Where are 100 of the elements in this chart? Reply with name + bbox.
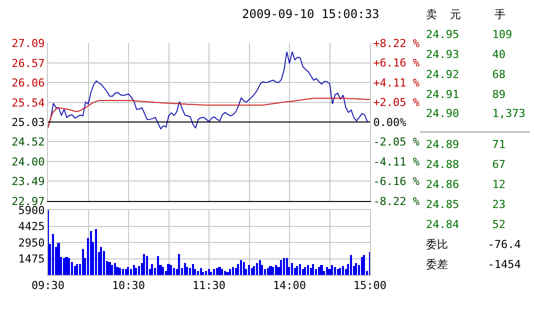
bar xyxy=(127,267,129,275)
bar xyxy=(135,268,137,275)
bar xyxy=(125,269,127,275)
y-tick-label: 24.00 xyxy=(12,155,45,168)
bar xyxy=(202,272,204,275)
y2-tick-label: -6.16 % xyxy=(373,175,420,188)
bar xyxy=(71,262,73,275)
y-tick-label: 25.54 xyxy=(12,96,46,110)
bar xyxy=(76,264,78,275)
y2-tick-label: +8.22 % xyxy=(373,36,420,50)
bar xyxy=(310,268,312,275)
y2-tick-label: +4.11 % xyxy=(373,76,420,90)
x-tick-label: 11:30 xyxy=(192,279,226,292)
bar xyxy=(216,268,218,275)
bar xyxy=(283,258,285,275)
y2-tick-label: -2.05 % xyxy=(373,136,420,149)
bar xyxy=(138,266,140,275)
text: 24.86 12 xyxy=(426,178,506,191)
bar xyxy=(248,265,250,275)
y-tick-label: 25.03 xyxy=(12,116,45,129)
bar xyxy=(133,265,135,275)
bar xyxy=(259,260,261,275)
text: 24.91 89 xyxy=(426,88,506,101)
x-tick-label: 10:30 xyxy=(112,279,146,292)
bar xyxy=(350,255,352,275)
bar xyxy=(119,268,121,275)
bar xyxy=(318,267,320,275)
bar xyxy=(103,251,105,275)
bar xyxy=(57,243,60,275)
bar xyxy=(243,262,245,275)
bar xyxy=(184,263,186,275)
bar xyxy=(232,267,234,275)
bar xyxy=(197,271,199,275)
text: 委差 -1454 xyxy=(426,258,522,271)
bar xyxy=(82,249,84,275)
bar xyxy=(208,269,210,275)
bar xyxy=(95,229,97,275)
bar xyxy=(331,265,333,275)
bar xyxy=(130,269,132,275)
bar xyxy=(100,247,102,275)
line-series xyxy=(48,51,370,130)
text: 24.90 1,373 xyxy=(426,107,526,120)
bar xyxy=(229,269,231,275)
y-tick-label: 4425 xyxy=(18,220,45,234)
bar xyxy=(178,254,180,275)
y-tick-label: 26.57 xyxy=(12,56,45,70)
bar xyxy=(280,260,282,275)
bar xyxy=(200,268,202,275)
bar xyxy=(272,267,274,275)
line-series xyxy=(48,98,370,128)
bar xyxy=(235,268,237,275)
bar xyxy=(173,268,175,275)
bar xyxy=(192,264,194,275)
bar xyxy=(251,268,253,275)
bar xyxy=(213,269,215,275)
bar xyxy=(224,271,226,275)
bar xyxy=(296,266,298,275)
y2-tick-label: +2.05 % xyxy=(373,96,420,110)
y-tick-label: 27.09 xyxy=(12,36,45,50)
bar xyxy=(122,269,124,275)
bar xyxy=(286,258,288,275)
text: 24.88 67 xyxy=(426,158,506,171)
bar xyxy=(111,265,113,275)
y2-tick-label: +6.16 % xyxy=(373,56,420,70)
bar xyxy=(267,268,269,275)
bar xyxy=(157,256,159,275)
text: 24.84 52 xyxy=(426,218,506,231)
bar xyxy=(240,260,242,275)
text: 卖 元 手 xyxy=(426,8,506,21)
bar xyxy=(326,267,328,275)
bar xyxy=(361,257,363,275)
bar xyxy=(170,265,172,275)
text: 24.92 68 xyxy=(426,68,506,81)
bar xyxy=(151,264,153,275)
bar xyxy=(186,267,188,275)
bar xyxy=(275,265,277,275)
bar xyxy=(363,255,365,275)
bar xyxy=(116,267,119,275)
bar xyxy=(146,256,148,275)
chart-title: 2009-09-10 15:00:33 xyxy=(242,7,380,21)
bar xyxy=(253,266,255,275)
bar xyxy=(307,265,309,275)
bar xyxy=(74,266,76,275)
x-tick-label: 09:30 xyxy=(31,279,65,292)
bar xyxy=(52,234,54,275)
text: 24.93 40 xyxy=(426,48,506,61)
bar xyxy=(68,258,70,275)
y-tick-label: 1475 xyxy=(18,252,45,266)
x-tick-label: 15:00 xyxy=(353,279,387,292)
y-tick-label: 23.49 xyxy=(12,174,45,188)
x-tick-label: 14:00 xyxy=(272,279,306,292)
bar xyxy=(63,258,65,275)
bar xyxy=(210,272,212,275)
bar xyxy=(256,263,258,275)
y2-tick-label: 0.00% xyxy=(373,116,407,129)
y-tick-label: 24.52 xyxy=(12,135,45,148)
text: 24.95 109 xyxy=(426,28,512,41)
bar xyxy=(205,271,207,275)
bar xyxy=(226,272,229,275)
bar xyxy=(143,254,145,275)
